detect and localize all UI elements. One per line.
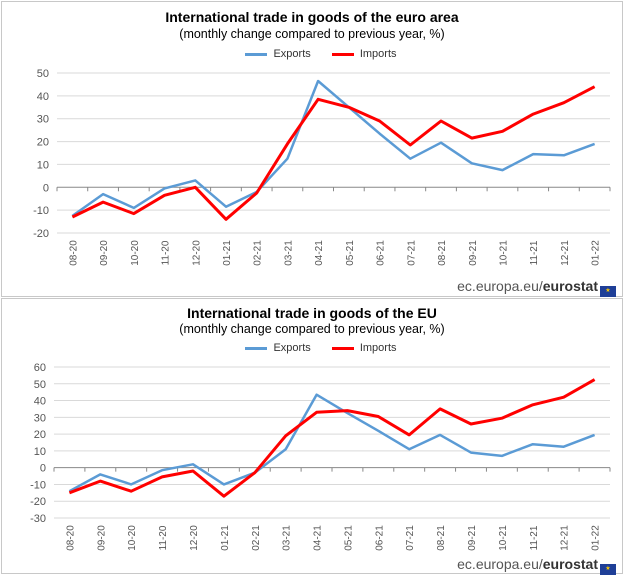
y-tick-label: 50	[34, 379, 46, 391]
x-tick-label: 11-20	[158, 525, 169, 550]
y-tick-label: 0	[40, 463, 46, 475]
footer-brand: eurostat	[543, 278, 598, 294]
y-tick-label: 10	[34, 446, 46, 458]
y-tick-label: -10	[33, 205, 49, 217]
y-tick-label: 50	[37, 68, 49, 80]
chart-eu: International trade in goods of the EU (…	[1, 298, 623, 574]
series-line-imports	[69, 380, 594, 497]
x-tick-label: 09-21	[467, 525, 478, 551]
y-tick-label: -20	[30, 496, 46, 508]
series-line-exports	[69, 395, 594, 492]
x-tick-label: 10-21	[498, 240, 509, 266]
y-tick-label: 20	[34, 429, 46, 441]
x-tick-label: 02-21	[253, 240, 264, 266]
y-tick-label: 40	[37, 91, 49, 103]
x-tick-label: 11-20	[161, 240, 172, 265]
y-tick-label: -20	[33, 228, 49, 240]
x-tick-label: 11-21	[529, 240, 540, 265]
eu-flag-icon: ★	[600, 564, 616, 575]
x-tick-label: 08-21	[436, 525, 447, 551]
x-tick-label: 07-21	[406, 240, 417, 266]
x-tick-label: 01-22	[591, 525, 602, 551]
plot-area: -20 -10 0 10 20 30 40 50 08-20 09-20 10-20 11-20 12-…	[2, 2, 622, 296]
x-tick-label: 08-21	[437, 240, 448, 266]
eurostat-footer: ec.europa.eu/eurostat★	[457, 556, 616, 575]
x-tick-label: 10-20	[130, 240, 141, 266]
x-tick-label: 10-20	[127, 525, 138, 551]
y-tick-label: 30	[34, 412, 46, 424]
chart-euro-area: International trade in goods of the euro…	[1, 1, 623, 297]
x-tick-label: 03-21	[282, 525, 293, 551]
x-tick-label: 05-21	[345, 240, 356, 266]
x-tick-label: 05-21	[343, 525, 354, 551]
x-tick-label: 06-21	[374, 525, 385, 551]
x-tick-label: 12-21	[560, 525, 571, 551]
x-tick-label: 12-21	[560, 240, 571, 266]
x-tick-label: 04-21	[313, 525, 324, 551]
y-tick-label: -10	[30, 479, 46, 491]
x-tick-label: 12-20	[191, 240, 202, 266]
x-tick-label: 04-21	[314, 240, 325, 266]
x-tick-label: 01-21	[220, 525, 231, 551]
x-tick-label: 09-21	[468, 240, 479, 266]
x-tick-label: 01-22	[591, 240, 602, 266]
x-tick-label: 02-21	[251, 525, 262, 551]
footer-site: ec.europa.eu/	[457, 278, 543, 294]
x-tick-label: 06-21	[376, 240, 387, 266]
x-tick-label: 09-20	[96, 525, 107, 551]
series-line-imports	[72, 87, 594, 220]
y-tick-label: 40	[34, 396, 46, 408]
y-tick-label: 0	[43, 182, 49, 194]
series-line-exports	[72, 81, 594, 216]
x-tick-label: 10-21	[498, 525, 509, 551]
eurostat-footer: ec.europa.eu/eurostat★	[457, 278, 616, 297]
x-tick-label: 08-20	[68, 240, 79, 266]
y-tick-label: 30	[37, 114, 49, 126]
footer-brand: eurostat	[543, 556, 598, 572]
y-tick-label: 10	[37, 159, 49, 171]
x-tick-label: 12-20	[189, 525, 200, 551]
x-tick-label: 07-21	[405, 525, 416, 551]
x-tick-label: 08-20	[65, 525, 76, 551]
x-tick-label: 03-21	[283, 240, 294, 266]
x-tick-label: 01-21	[222, 240, 233, 266]
y-tick-label: -30	[30, 513, 46, 525]
footer-site: ec.europa.eu/	[457, 556, 543, 572]
y-tick-label: 60	[34, 362, 46, 374]
x-tick-label: 11-21	[529, 525, 540, 550]
y-tick-label: 20	[37, 137, 49, 149]
eu-flag-icon: ★	[600, 286, 616, 297]
plot-area: -30 -20 -10 0 10 20 30 40 50 60 08-20 09-20 10-20 11-…	[2, 299, 622, 573]
x-tick-label: 09-20	[99, 240, 110, 266]
